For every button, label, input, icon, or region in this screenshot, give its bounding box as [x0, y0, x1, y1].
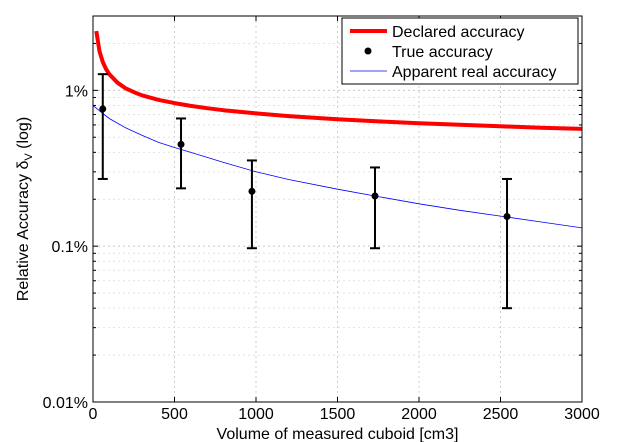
- data-point-true-accuracy: [248, 187, 256, 195]
- x-axis-label: Volume of measured cuboid [cm3]: [217, 426, 459, 442]
- plot-area: [92, 30, 583, 310]
- ticks: [92, 15, 583, 403]
- tick-labels: 0 500 1000 1500 2000 2500 3000 0.01% 0.1% 1%: [43, 83, 600, 423]
- x-tick-label: 2000: [401, 406, 437, 423]
- legend: Declared accuracy True accuracy Apparent r…: [341, 17, 579, 85]
- y-axis-label-suffix: (log): [15, 117, 32, 153]
- data-point-true-accuracy: [99, 105, 107, 113]
- x-tick-label: 2500: [483, 406, 519, 423]
- legend-swatch-true-accuracy: [364, 47, 372, 55]
- x-tick-label: 0: [89, 406, 98, 423]
- legend-label: Declared accuracy: [392, 24, 525, 41]
- y-tick-label: 0.1%: [52, 239, 88, 256]
- x-tick-label: 1000: [238, 406, 274, 423]
- x-tick-label: 500: [161, 406, 188, 423]
- y-axis-label-delta: δ: [15, 161, 32, 170]
- data-point-true-accuracy: [503, 213, 511, 221]
- series-line-apparent-real-accuracy: [92, 105, 583, 229]
- y-axis-label: Relative Accuracy δV (log): [15, 117, 35, 301]
- x-tick-label: 1500: [320, 406, 356, 423]
- legend-label: True accuracy: [392, 44, 493, 61]
- y-axis-label-main: Relative Accuracy: [15, 170, 32, 302]
- y-axis-label-subscript: V: [23, 153, 35, 161]
- series-line-declared-accuracy: [94, 30, 583, 131]
- y-tick-label: 1%: [65, 83, 88, 100]
- legend-label: Apparent real accuracy: [392, 64, 557, 81]
- y-tick-label: 0.01%: [43, 395, 88, 412]
- data-point-true-accuracy: [177, 140, 185, 148]
- x-tick-label: 3000: [564, 406, 600, 423]
- data-point-true-accuracy: [371, 192, 379, 200]
